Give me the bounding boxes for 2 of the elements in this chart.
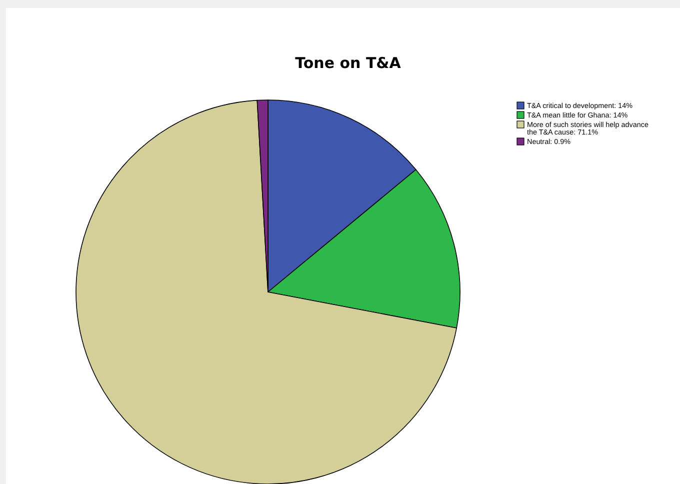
chart-title: Tone on T&A xyxy=(295,54,402,72)
pie-slice xyxy=(76,100,457,484)
